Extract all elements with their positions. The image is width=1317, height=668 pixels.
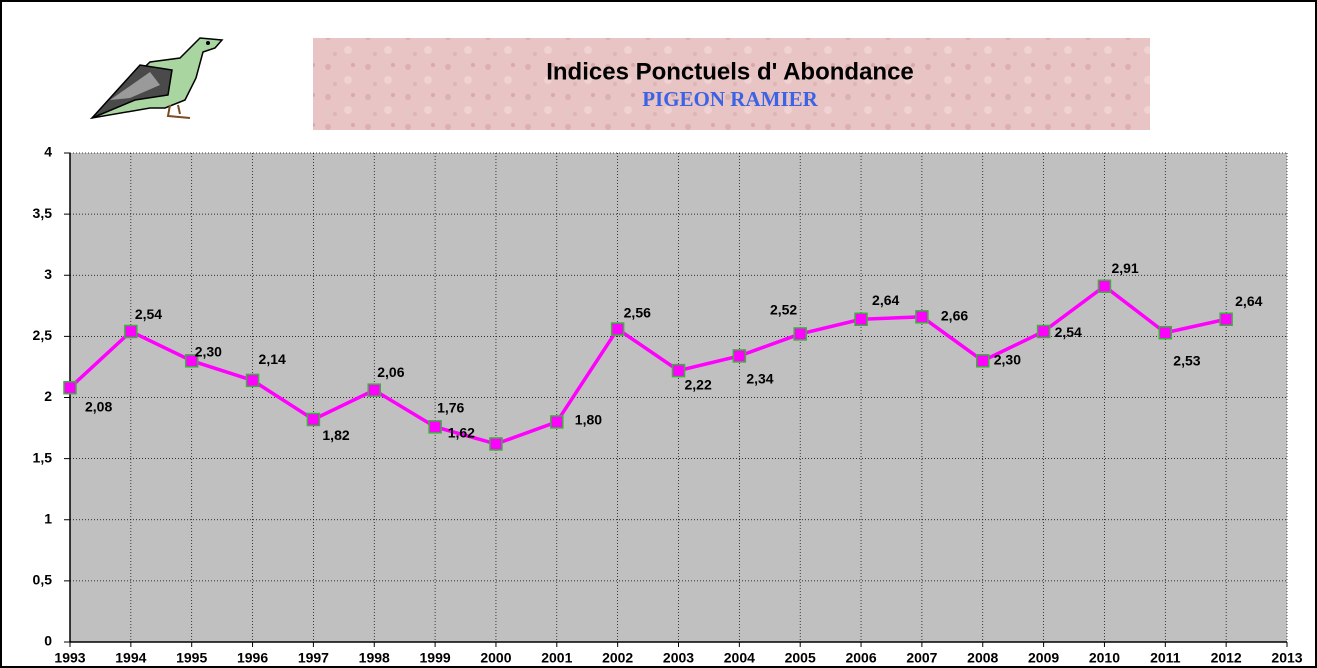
x-tick-label: 2007 (906, 650, 937, 666)
data-point (1098, 280, 1110, 292)
data-label: 2,56 (624, 305, 651, 321)
x-tick-label: 1994 (115, 650, 146, 666)
plot-area (70, 153, 1287, 642)
x-tick-label: 2002 (602, 650, 633, 666)
data-point (1220, 313, 1232, 325)
data-point (1159, 327, 1171, 339)
y-tick-label: 0 (44, 633, 52, 649)
data-point (429, 421, 441, 433)
x-tick-label: 2011 (1150, 650, 1181, 666)
y-tick-label: 1 (44, 510, 52, 526)
data-label: 2,14 (259, 351, 286, 367)
x-tick-label: 2012 (1211, 650, 1242, 666)
x-tick-label: 1999 (420, 650, 451, 666)
data-label: 2,91 (1111, 260, 1138, 276)
data-label: 2,66 (941, 308, 968, 324)
data-label: 2,34 (746, 371, 773, 387)
x-tick-label: 2001 (541, 650, 572, 666)
y-tick-label: 0,5 (33, 572, 53, 588)
data-label: 2,53 (1173, 352, 1200, 368)
x-tick-label: 2004 (724, 650, 755, 666)
data-label: 2,06 (377, 364, 404, 380)
data-label: 2,52 (770, 302, 797, 318)
data-point (64, 382, 76, 394)
x-tick-label: 1993 (54, 650, 85, 666)
data-point (977, 355, 989, 367)
chart: Indices Ponctuels d' Abondance PIGEON RA… (0, 0, 1317, 668)
data-point (368, 384, 380, 396)
data-label: 2,54 (135, 306, 162, 322)
x-tick-label: 2006 (845, 650, 876, 666)
data-label: 1,62 (448, 425, 475, 441)
x-tick-label: 2009 (1028, 650, 1059, 666)
y-tick-label: 2 (44, 388, 52, 404)
data-label: 2,30 (195, 344, 222, 360)
data-point (551, 416, 563, 428)
data-label: 2,30 (994, 352, 1021, 368)
data-point (307, 414, 319, 426)
y-tick-label: 4 (44, 144, 52, 160)
data-label: 1,80 (575, 412, 602, 428)
y-tick-label: 3,5 (33, 205, 53, 221)
y-tick-label: 2,5 (33, 327, 53, 343)
data-point (733, 350, 745, 362)
data-label: 1,82 (322, 427, 349, 443)
chart-subtitle: PIGEON RAMIER (642, 87, 818, 111)
data-label: 2,08 (85, 398, 112, 414)
data-point (490, 438, 502, 450)
x-tick-label: 2008 (967, 650, 998, 666)
x-tick-label: 1996 (237, 650, 268, 666)
chart-title: Indices Ponctuels d' Abondance (546, 58, 914, 85)
x-tick-label: 2010 (1089, 650, 1120, 666)
x-tick-label: 2003 (663, 650, 694, 666)
data-label: 2,64 (1235, 293, 1262, 309)
x-tick-label: 2013 (1271, 650, 1302, 666)
x-tick-label: 1997 (298, 650, 329, 666)
y-tick-label: 3 (44, 266, 52, 282)
data-point (247, 374, 259, 386)
data-point (794, 328, 806, 340)
x-tick-label: 2000 (480, 650, 511, 666)
pigeon-icon (92, 38, 222, 118)
data-point (612, 323, 624, 335)
data-point (673, 365, 685, 377)
y-tick-label: 1,5 (33, 449, 53, 465)
data-point (916, 311, 928, 323)
data-label: 2,64 (872, 292, 899, 308)
data-point (855, 313, 867, 325)
data-label: 2,22 (685, 376, 712, 392)
x-tick-label: 1998 (359, 650, 390, 666)
x-tick-label: 2005 (785, 650, 816, 666)
data-label: 1,76 (437, 400, 464, 416)
data-point (1038, 325, 1050, 337)
data-point (125, 325, 137, 337)
data-label: 2,54 (1055, 324, 1082, 340)
x-tick-label: 1995 (176, 650, 207, 666)
